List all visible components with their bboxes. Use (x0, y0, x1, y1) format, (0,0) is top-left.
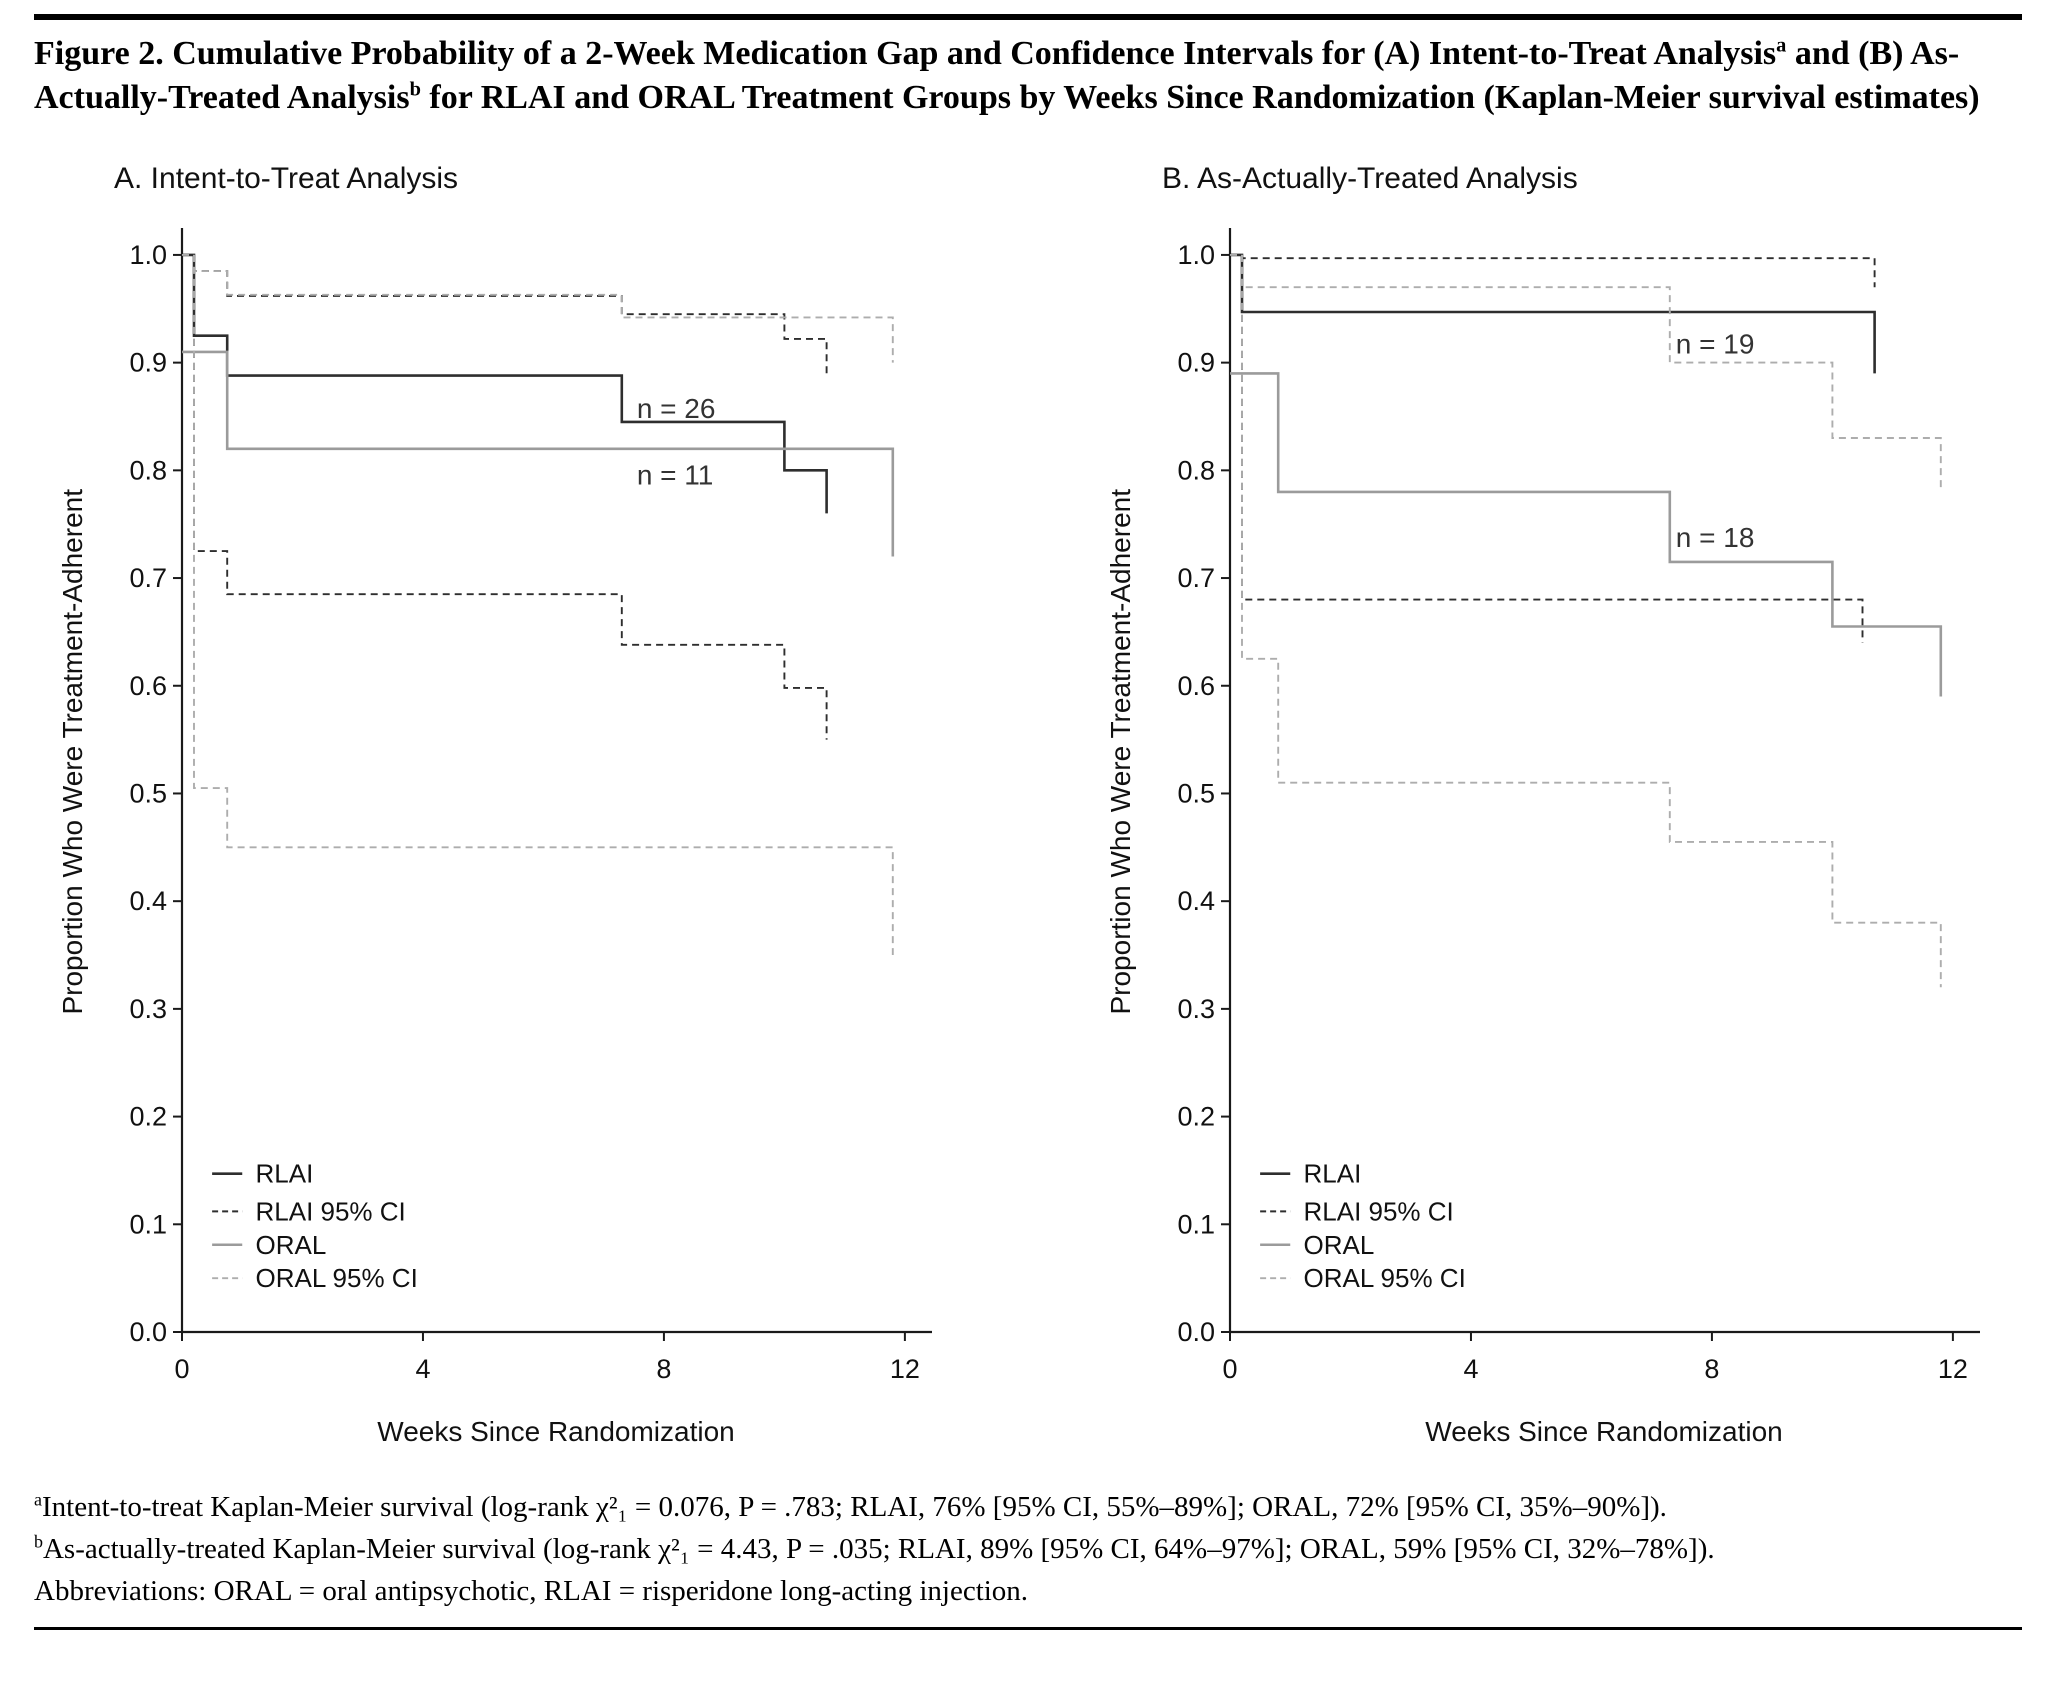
footnote-a-text: Intent-to-treat Kaplan-Meier survival (l… (41, 1491, 1667, 1524)
series-rlai (182, 253, 828, 514)
footnote-a-superscript: a (34, 1489, 42, 1510)
footnotes: aIntent-to-treat Kaplan-Meier survival (… (34, 1486, 2022, 1612)
y-tick-label: 0.5 (129, 779, 167, 809)
panel-b-ylabel-wrap: Proportion Who Were Treatment-Adherent (1098, 206, 1144, 1416)
y-tick-label: 0.5 (1177, 779, 1215, 809)
y-tick-label: 0.0 (129, 1317, 167, 1347)
panel-a-ylabel-wrap: Proportion Who Were Treatment-Adherent (50, 206, 96, 1416)
top-rule (34, 14, 2022, 20)
series-oral-95-ci-upper (1230, 254, 1942, 493)
legend-label: ORAL 95% CI (1303, 1264, 1465, 1294)
series-oral (1230, 372, 1943, 697)
y-tick-label: 0.9 (129, 348, 167, 378)
panel-a-title: A. Intent-to-Treat Analysis (114, 162, 459, 196)
annotation-label: n = 19 (1676, 329, 1755, 360)
legend-label: ORAL (255, 1230, 326, 1260)
y-tick-label: 0.6 (129, 671, 167, 701)
bottom-rule (34, 1626, 2022, 1630)
y-tick-label: 0.4 (129, 887, 167, 917)
panel-b: B. As-Actually-Treated Analysis Proporti… (1098, 162, 2006, 1448)
panel-a-plot-row: Proportion Who Were Treatment-Adherent 0… (50, 206, 958, 1416)
x-tick-label: 12 (1938, 1354, 1968, 1384)
series-rlai-95-ci-lower (193, 255, 828, 740)
y-tick-label: 0.8 (1177, 456, 1215, 486)
figure-title-superscript-a: a (1776, 34, 1787, 57)
series-rlai (1230, 253, 1876, 374)
figure-title-part-2: and (B) As-Actually-Treated Analysis (34, 35, 1960, 117)
figure-title: Figure 2. Cumulative Probability of a 2-… (34, 32, 2022, 120)
series-oral-95-ci-lower (193, 255, 894, 956)
x-tick-label: 8 (656, 1354, 671, 1384)
legend-label: RLAI (255, 1159, 313, 1189)
y-tick-label: 1.0 (1177, 240, 1215, 270)
panel-a-x-axis-label: Weeks Since Randomization (377, 1416, 735, 1448)
kaplan-meier-chart-b: 0.0 0.1 0.2 0.3 0.4 0.5 0.6 0.7 0.8 0.9 1.0 0 4 8 12 n … (1177, 228, 1980, 1384)
footnote-abbreviations-text: Abbreviations: ORAL = oral antipsychotic… (34, 1575, 1029, 1608)
y-tick-label: 0.2 (1177, 1102, 1215, 1132)
footnote-b-text: As-actually-treated Kaplan-Meier surviva… (42, 1533, 1715, 1566)
footnote-abbreviations: Abbreviations: ORAL = oral antipsychotic… (34, 1570, 2022, 1612)
y-tick-label: 0.3 (1177, 994, 1215, 1024)
panel-b-title: B. As-Actually-Treated Analysis (1162, 162, 1578, 196)
series-rlai-95-ci-upper (1230, 254, 1876, 288)
x-tick-label: 8 (1704, 1354, 1719, 1384)
y-tick-label: 1.0 (129, 240, 167, 270)
series-oral-95-ci-upper (182, 254, 894, 363)
footnote-b-superscript: b (34, 1531, 43, 1552)
legend-label: RLAI (1303, 1159, 1361, 1189)
x-tick-label: 0 (1222, 1354, 1237, 1384)
x-tick-label: 0 (174, 1354, 189, 1384)
series-oral-95-ci-lower (1241, 255, 1942, 988)
x-tick-label: 4 (415, 1354, 430, 1384)
annotation-label: n = 11 (637, 460, 714, 491)
figure-title-superscript-b: b (409, 78, 421, 101)
y-tick-label: 0.0 (1177, 1317, 1215, 1347)
x-tick-label: 4 (1463, 1354, 1478, 1384)
y-tick-label: 0.2 (129, 1102, 167, 1132)
y-tick-label: 0.1 (1177, 1210, 1215, 1240)
kaplan-meier-chart-a: 0.0 0.1 0.2 0.3 0.4 0.5 0.6 0.7 0.8 0.9 1.0 0 4 8 12 n … (129, 228, 932, 1384)
legend-label: ORAL (1303, 1230, 1374, 1260)
y-tick-label: 0.3 (129, 994, 167, 1024)
series-rlai-95-ci-upper (182, 254, 828, 374)
y-tick-label: 0.6 (1177, 671, 1215, 701)
panels-container: A. Intent-to-Treat Analysis Proportion W… (34, 162, 2022, 1448)
series-oral (182, 350, 895, 557)
footnote-b: bAs-actually-treated Kaplan-Meier surviv… (34, 1528, 2022, 1570)
y-tick-label: 0.4 (1177, 887, 1215, 917)
figure-title-part-1: Figure 2. Cumulative Probability of a 2-… (34, 35, 1777, 72)
panel-b-plot-row: Proportion Who Were Treatment-Adherent 0… (1098, 206, 2006, 1416)
annotation-label: n = 18 (1676, 523, 1755, 554)
panel-a-y-axis-label: Proportion Who Were Treatment-Adherent (57, 488, 88, 1015)
x-tick-label: 12 (890, 1354, 920, 1384)
y-tick-label: 0.8 (129, 456, 167, 486)
y-tick-label: 0.9 (1177, 348, 1215, 378)
legend-label: ORAL 95% CI (255, 1264, 417, 1294)
panel-b-y-axis-label: Proportion Who Were Treatment-Adherent (1105, 488, 1136, 1015)
y-tick-label: 0.1 (129, 1210, 167, 1240)
y-tick-label: 0.7 (129, 563, 167, 593)
y-tick-label: 0.7 (1177, 563, 1215, 593)
legend-label: RLAI 95% CI (1303, 1197, 1453, 1227)
figure-title-part-3: for RLAI and ORAL Treatment Groups by We… (420, 79, 1980, 117)
footnote-a: aIntent-to-treat Kaplan-Meier survival (… (34, 1486, 2022, 1528)
panel-a: A. Intent-to-Treat Analysis Proportion W… (50, 162, 958, 1448)
annotation-label: n = 26 (637, 393, 716, 424)
panel-b-x-axis-label: Weeks Since Randomization (1425, 1416, 1783, 1448)
legend-label: RLAI 95% CI (255, 1197, 405, 1227)
